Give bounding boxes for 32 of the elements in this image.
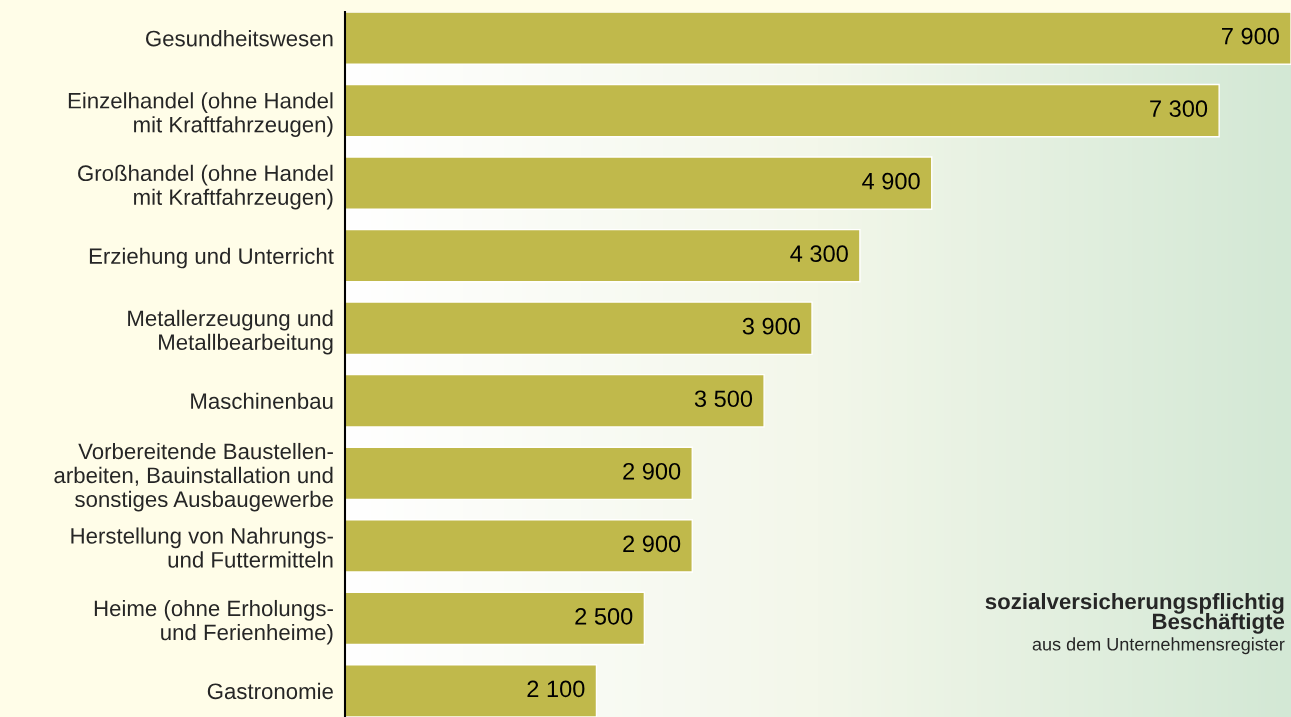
data-label: 7 900 [1222, 27, 1279, 45]
bar [345, 591, 646, 646]
y-tick-label: Maschinenbau [191, 392, 333, 410]
data-label: 3 500 [694, 390, 753, 408]
data-label: 3 900 [742, 317, 800, 335]
y-tick-label: Gastronomie [207, 682, 333, 700]
data-label: 4 300 [790, 245, 848, 263]
annotation: sozialversicherungspflichtig Beschäftigte [985, 592, 1285, 634]
bar [345, 664, 598, 717]
y-tick-label: Herstellung von Nahrungs- und Futtermitteln [71, 527, 333, 568]
bar [345, 156, 933, 210]
data-label: 2 500 [575, 607, 633, 625]
y-tick-label: Metallerzeugung und Metallbearbeitung [128, 309, 333, 355]
data-label: 2 900 [623, 462, 681, 480]
y-tick-label: Erziehung und Unterricht [89, 247, 334, 269]
bar [345, 301, 813, 356]
y-tick-label: Vorbereitende Baustellen- arbeiten, Bauinstallation und sonstiges Ausbaugewerbe [54, 442, 333, 512]
data-label: 2 900 [623, 535, 681, 553]
y-tick-label: Großhandel (ohne Handel mit Kraftfahrzeugen) [78, 164, 333, 210]
annotation: aus dem Unternehmensregister [1032, 637, 1285, 655]
data-label: 2 100 [527, 680, 585, 698]
y-tick-label: Heime (ohne Erholungs- und Ferienheime) [94, 599, 333, 645]
y-tick-label: Einzelhandel (ohne Handel mit Kraftfahrzeugen) [68, 92, 333, 137]
bar [345, 519, 693, 573]
bar [345, 12, 1291, 65]
y-tick-label: Gesundheitswesen [146, 30, 333, 47]
bar [345, 446, 693, 501]
bar [345, 83, 1220, 138]
data-label: 4 900 [862, 172, 920, 190]
data-label: 7 300 [1150, 100, 1208, 117]
bar [345, 373, 765, 428]
bar [345, 228, 861, 283]
